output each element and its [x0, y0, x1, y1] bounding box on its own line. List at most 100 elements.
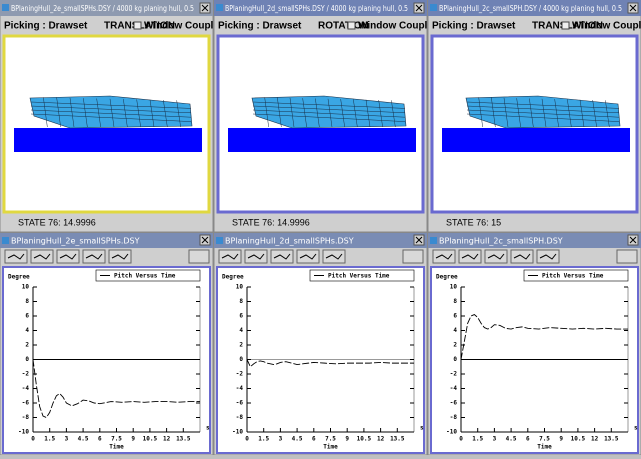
window-title: BPlaningHull_2e_smallSPHs.DSY — [11, 237, 140, 246]
x-tick-label: 0 — [245, 436, 249, 443]
y-tick-label: -4 — [450, 385, 458, 392]
y-tick-label: 10 — [450, 284, 458, 291]
y-tick-label: 0 — [25, 356, 29, 363]
x-axis-label: Time — [109, 444, 124, 451]
water-block — [442, 128, 630, 152]
y-tick-label: 2 — [239, 342, 243, 349]
toolbar-button[interactable] — [617, 250, 637, 263]
coupling-checkbox[interactable] — [562, 22, 569, 29]
x-tick-label: 10.5 — [357, 436, 372, 443]
y-tick-label: 6 — [453, 313, 457, 320]
y-tick-label: -10 — [18, 429, 29, 436]
y-tick-label: -10 — [232, 429, 243, 436]
window-icon — [2, 4, 9, 11]
y-tick-label: 0 — [239, 356, 243, 363]
water-block — [228, 128, 416, 152]
y-tick-label: 6 — [25, 313, 29, 320]
state-label: STATE 76: 14.9996 — [18, 217, 96, 227]
x-tick-label: 12 — [591, 436, 599, 443]
x-tick-label: 3 — [279, 436, 283, 443]
x-tick-label: 7.5 — [111, 436, 122, 443]
legend-label: Pitch Versus Time — [542, 273, 604, 280]
y-tick-label: 4 — [25, 327, 29, 334]
x-tick-label: 9 — [345, 436, 349, 443]
x-unit: s — [206, 425, 210, 432]
x-tick-label: 6 — [98, 436, 102, 443]
y-tick-label: -6 — [22, 400, 30, 407]
y-tick-label: -8 — [236, 414, 244, 421]
x-tick-label: 12 — [377, 436, 385, 443]
x-tick-label: 1.5 — [472, 436, 483, 443]
window-title: BPlaningHull_2d_smallSPHs.DSY / 4000 kg … — [225, 4, 408, 13]
picking-label: Picking : Drawset — [4, 21, 88, 32]
window-icon — [216, 237, 223, 244]
y-tick-label: -2 — [22, 371, 30, 378]
y-tick-label: 2 — [25, 342, 29, 349]
x-tick-label: 13.5 — [604, 436, 619, 443]
coupling-label: Window Coupling — [572, 21, 641, 32]
toolbar-button[interactable] — [189, 250, 209, 263]
x-tick-label: 13.5 — [176, 436, 191, 443]
window-icon — [216, 4, 223, 11]
y-axis-label: Degree — [436, 274, 458, 281]
window-icon — [430, 237, 437, 244]
x-tick-label: 6 — [312, 436, 316, 443]
x-unit: s — [634, 425, 638, 432]
window-icon — [430, 4, 437, 11]
y-tick-label: 0 — [453, 356, 457, 363]
x-tick-label: 9 — [559, 436, 563, 443]
y-tick-label: 6 — [239, 313, 243, 320]
x-tick-label: 0 — [31, 436, 35, 443]
x-tick-label: 4.5 — [292, 436, 303, 443]
x-tick-label: 10.5 — [571, 436, 586, 443]
y-tick-label: 8 — [239, 298, 243, 305]
x-tick-label: 6 — [526, 436, 530, 443]
y-tick-label: -2 — [236, 371, 244, 378]
x-unit: s — [420, 425, 424, 432]
window-icon — [2, 237, 9, 244]
x-axis-label: Time — [537, 444, 552, 451]
coupling-checkbox[interactable] — [348, 22, 355, 29]
x-tick-label: 3 — [493, 436, 497, 443]
y-tick-label: -8 — [450, 414, 458, 421]
y-tick-label: 8 — [453, 298, 457, 305]
x-tick-label: 0 — [459, 436, 463, 443]
y-tick-label: -10 — [446, 429, 457, 436]
x-tick-label: 12 — [163, 436, 171, 443]
water-block — [14, 128, 202, 152]
y-tick-label: 10 — [236, 284, 244, 291]
x-tick-label: 1.5 — [44, 436, 55, 443]
legend-label: Pitch Versus Time — [328, 273, 390, 280]
y-tick-label: 4 — [239, 327, 243, 334]
x-tick-label: 4.5 — [78, 436, 89, 443]
coupling-checkbox[interactable] — [134, 22, 141, 29]
y-tick-label: -6 — [450, 400, 458, 407]
screen: BPlaningHull_2e_smallSPHs.DSY / 4000 kg … — [0, 0, 641, 455]
y-tick-label: -4 — [236, 385, 244, 392]
x-axis-label: Time — [323, 444, 338, 451]
legend-label: Pitch Versus Time — [114, 273, 176, 280]
picking-label: Picking : Drawset — [218, 21, 302, 32]
window-title: BPlaningHull_2d_smallSPHs.DSY — [225, 237, 354, 246]
window-title: BPlaningHull_2c_smallSPH.DSY / 4000 kg p… — [439, 4, 622, 13]
y-tick-label: -4 — [22, 385, 30, 392]
y-tick-label: -2 — [450, 371, 458, 378]
window-title: BPlaningHull_2e_smallSPHs.DSY / 4000 kg … — [11, 4, 194, 13]
y-tick-label: -6 — [236, 400, 244, 407]
y-tick-label: 8 — [25, 298, 29, 305]
y-tick-label: 10 — [22, 284, 30, 291]
x-tick-label: 9 — [131, 436, 135, 443]
y-axis-label: Degree — [8, 274, 30, 281]
x-tick-label: 13.5 — [390, 436, 405, 443]
x-tick-label: 1.5 — [258, 436, 269, 443]
x-tick-label: 7.5 — [325, 436, 336, 443]
state-label: STATE 76: 15 — [446, 217, 501, 227]
x-tick-label: 4.5 — [506, 436, 517, 443]
y-axis-label: Degree — [222, 274, 244, 281]
picking-label: Picking : Drawset — [432, 21, 516, 32]
y-tick-label: -8 — [22, 414, 30, 421]
y-tick-label: 2 — [453, 342, 457, 349]
x-tick-label: 7.5 — [539, 436, 550, 443]
y-tick-label: 4 — [453, 327, 457, 334]
toolbar-button[interactable] — [403, 250, 423, 263]
